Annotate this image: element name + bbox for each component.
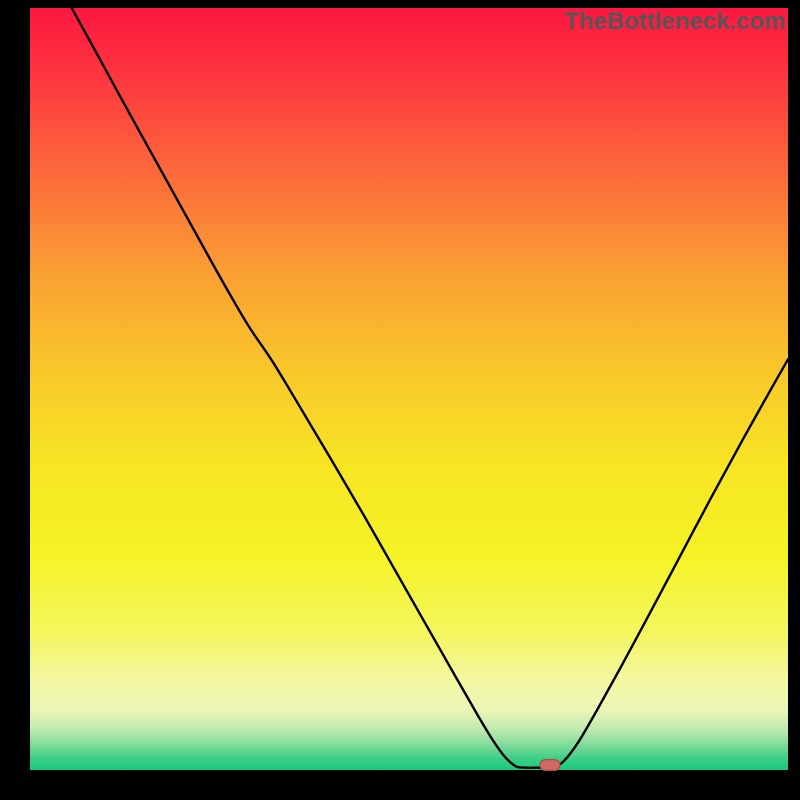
optimal-marker xyxy=(539,759,560,771)
curve-path xyxy=(72,8,788,768)
plot-area xyxy=(30,8,788,770)
chart-frame: TheBottleneck.com xyxy=(0,0,800,800)
bottleneck-curve xyxy=(30,8,788,770)
watermark-text: TheBottleneck.com xyxy=(565,8,786,36)
